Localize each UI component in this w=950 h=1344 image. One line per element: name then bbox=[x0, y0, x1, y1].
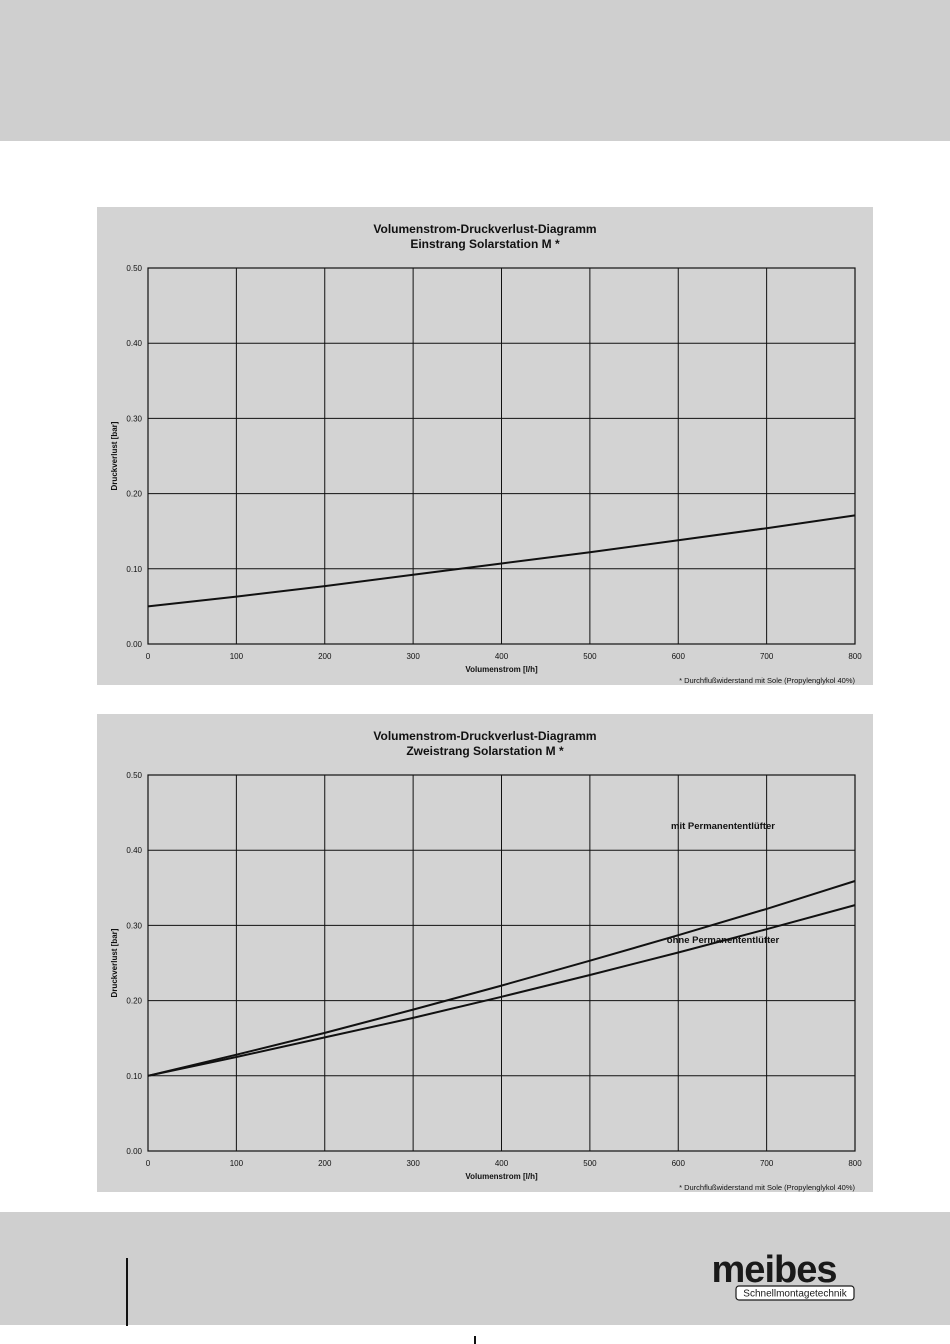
x-tick-label: 800 bbox=[848, 652, 862, 661]
meibes-logo: meibes Schnellmontagetechnik bbox=[712, 1249, 855, 1301]
x-tick-label: 200 bbox=[318, 1159, 332, 1168]
x-tick-label: 600 bbox=[672, 1159, 686, 1168]
logo-tagline: Schnellmontagetechnik bbox=[743, 1289, 847, 1300]
x-tick-label: 700 bbox=[760, 652, 774, 661]
y-tick-label: 0.00 bbox=[126, 1147, 142, 1156]
y-tick-label: 0.00 bbox=[126, 640, 142, 649]
x-tick-label: 300 bbox=[406, 1159, 420, 1168]
y-tick-label: 0.40 bbox=[126, 846, 142, 855]
x-tick-label: 400 bbox=[495, 1159, 509, 1168]
x-tick-label: 700 bbox=[760, 1159, 774, 1168]
x-tick-label: 100 bbox=[230, 1159, 244, 1168]
chart-footnote: * Durchflußwiderstand mit Sole (Propylen… bbox=[679, 676, 855, 685]
x-tick-label: 300 bbox=[406, 652, 420, 661]
chart-zweistrang: Volumenstrom-Druckverlust-DiagrammZweist… bbox=[110, 729, 862, 1192]
x-tick-label: 200 bbox=[318, 652, 332, 661]
y-tick-label: 0.50 bbox=[126, 264, 142, 273]
x-tick-label: 0 bbox=[146, 1159, 151, 1168]
chart-einstrang: Volumenstrom-Druckverlust-DiagrammEinstr… bbox=[110, 222, 862, 685]
x-tick-label: 400 bbox=[495, 652, 509, 661]
chart-panel-einstrang: Volumenstrom-Druckverlust-Diagramm Einstr… bbox=[97, 207, 873, 685]
x-axis-label: Volumenstrom [l/h] bbox=[465, 665, 538, 674]
crop-mark-vertical bbox=[126, 1258, 128, 1326]
series-line-1 bbox=[147, 904, 856, 1077]
chart-title: Volumenstrom-Druckverlust-Diagramm bbox=[373, 729, 596, 743]
x-tick-label: 800 bbox=[848, 1159, 862, 1168]
y-tick-label: 0.50 bbox=[126, 771, 142, 780]
y-tick-label: 0.40 bbox=[126, 339, 142, 348]
series-line-0 bbox=[147, 880, 856, 1077]
chart-title: Volumenstrom-Druckverlust-Diagramm bbox=[373, 222, 596, 236]
chart-footnote: * Durchflußwiderstand mit Sole (Propylen… bbox=[679, 1183, 855, 1192]
chart-subtitle: Zweistrang Solarstation M * bbox=[406, 744, 564, 758]
footer-band bbox=[0, 1212, 950, 1325]
series-label-0: mit Permanententlüfter bbox=[671, 821, 775, 832]
y-tick-label: 0.30 bbox=[126, 921, 142, 930]
x-tick-label: 500 bbox=[583, 652, 597, 661]
series-label-1: ohne Permanententlüfter bbox=[667, 935, 780, 946]
y-axis-label: Druckverlust [bar] bbox=[110, 928, 119, 997]
y-tick-label: 0.30 bbox=[126, 414, 142, 423]
y-tick-label: 0.20 bbox=[126, 997, 142, 1006]
y-tick-label: 0.20 bbox=[126, 490, 142, 499]
chart-panel-zweistrang: Volumenstrom-Druckverlust-Diagramm Zweist… bbox=[97, 714, 873, 1192]
series-line-0 bbox=[147, 514, 856, 608]
y-axis-label: Druckverlust [bar] bbox=[110, 421, 119, 490]
x-axis-label: Volumenstrom [l/h] bbox=[465, 1172, 538, 1181]
chart-subtitle: Einstrang Solarstation M * bbox=[410, 237, 560, 251]
x-tick-label: 600 bbox=[672, 652, 686, 661]
y-tick-label: 0.10 bbox=[126, 565, 142, 574]
logo-tagline-box bbox=[735, 1285, 855, 1301]
crop-mark-bottom bbox=[474, 1336, 476, 1344]
logo-wordmark: meibes bbox=[712, 1249, 837, 1291]
x-tick-label: 0 bbox=[146, 652, 151, 661]
x-tick-label: 100 bbox=[230, 652, 244, 661]
y-tick-label: 0.10 bbox=[126, 1072, 142, 1081]
x-tick-label: 500 bbox=[583, 1159, 597, 1168]
header-band bbox=[0, 0, 950, 141]
